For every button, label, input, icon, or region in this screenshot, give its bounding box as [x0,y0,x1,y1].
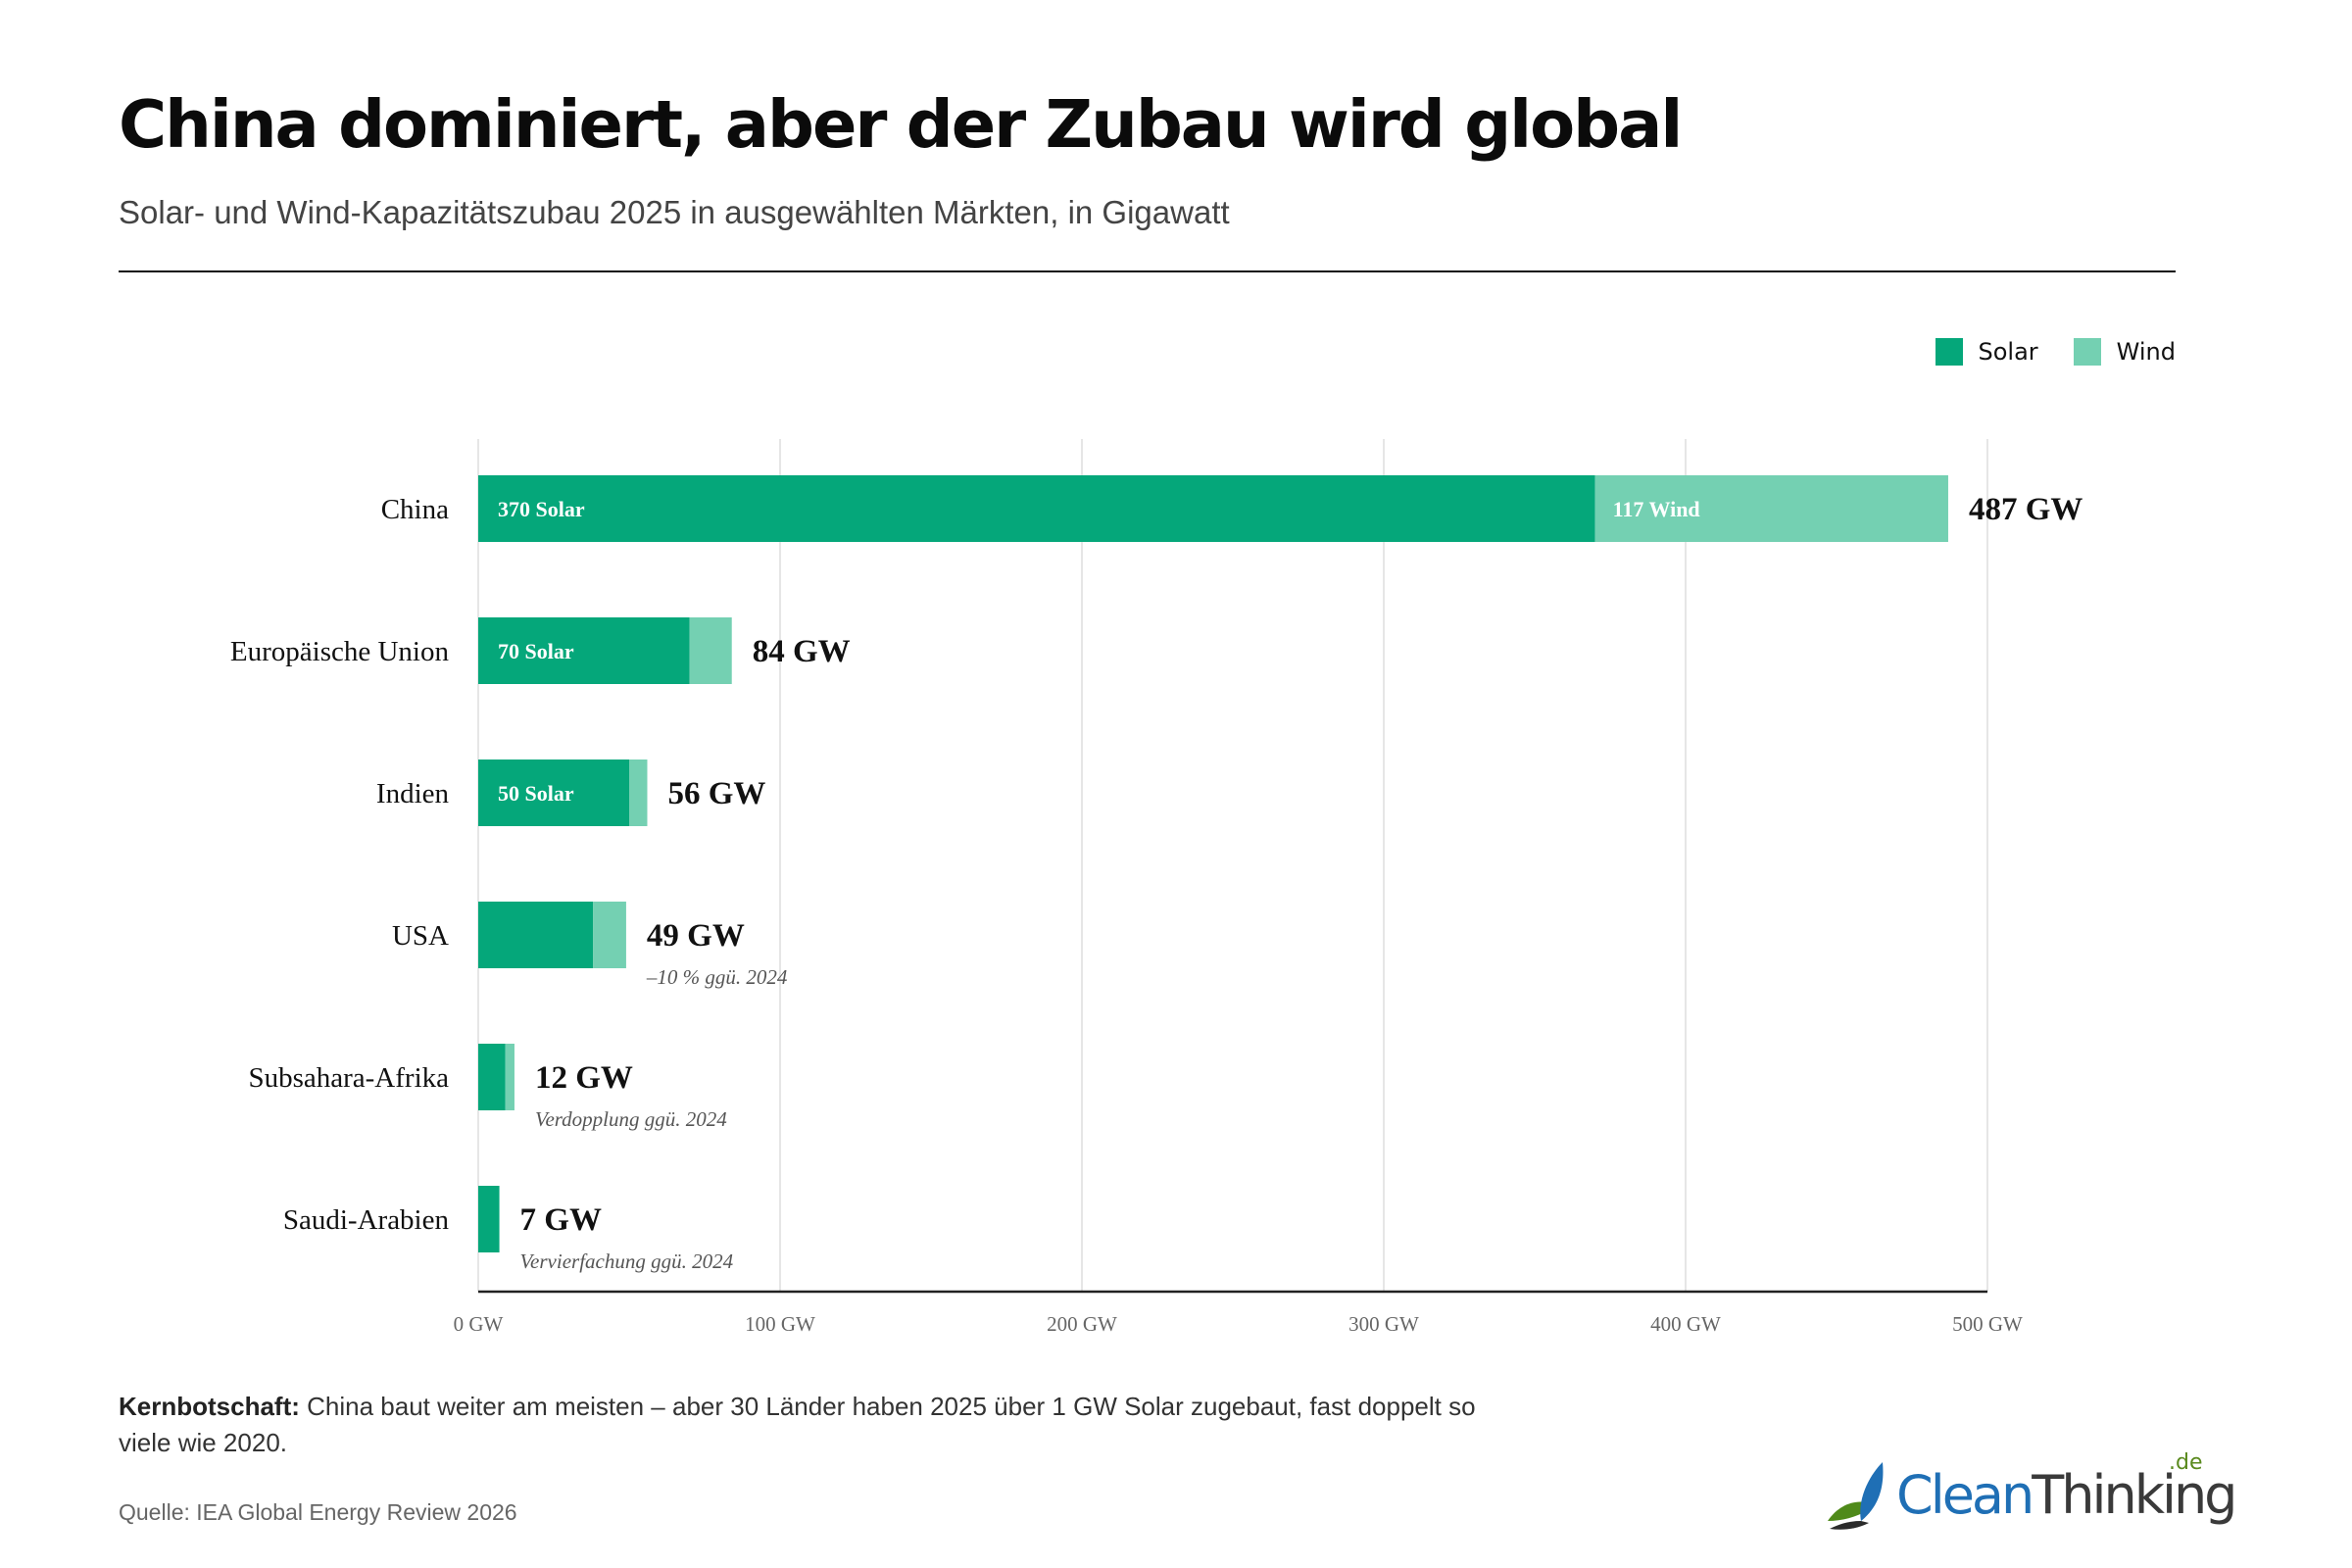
chart-subtitle: Solar- und Wind-Kapazitätszubau 2025 in … [119,194,1230,230]
chart-legend: Solar Wind [1935,338,2176,366]
bar-wind [629,760,648,826]
total-label: 12 GW [535,1060,633,1096]
logo-thinking: Thinking [2032,1464,2237,1526]
bar-wind [1594,475,1948,542]
category-label: USA [392,920,449,952]
bar-wind [505,1044,514,1110]
chart-title: China dominiert, aber der Zubau wird glo… [119,86,1683,163]
x-tick-label: 300 GW [1348,1312,1419,1336]
legend-item-wind: Wind [2073,338,2176,366]
legend-label-solar: Solar [1978,338,2038,366]
category-label: Europäische Union [230,636,450,667]
total-label: 7 GW [520,1202,602,1238]
legend-swatch-wind [2073,338,2101,366]
bar-label-wind: 117 Wind [1613,497,1700,521]
x-tick-label: 100 GW [745,1312,815,1336]
legend-swatch-solar [1935,338,1963,366]
bar-label-solar: 70 Solar [498,639,574,663]
category-label: Indien [376,778,450,809]
total-label: 487 GW [1969,492,2082,527]
change-annotation: Verdopplung ggü. 2024 [535,1107,727,1131]
x-tick-label: 500 GW [1952,1312,2023,1336]
total-label: 56 GW [667,776,765,811]
total-label: 49 GW [647,918,745,954]
logo-de: .de [2169,1450,2203,1475]
bar-label-solar: 370 Solar [498,497,585,521]
category-label: Saudi-Arabien [283,1204,450,1236]
change-annotation: Vervierfachung ggü. 2024 [520,1250,734,1273]
total-label: 84 GW [753,634,851,669]
bar-wind [593,902,626,968]
bar-solar [478,1186,500,1252]
logo-wordmark: CleanThinking [1896,1456,2237,1535]
bar-solar [478,902,594,968]
key-message-text: China baut weiter am meisten – aber 30 L… [119,1392,1476,1457]
x-tick-label: 200 GW [1047,1312,1117,1336]
key-message: Kernbotschaft: China baut weiter am meis… [119,1389,1510,1461]
bar-wind [689,617,732,684]
source-note: Quelle: IEA Global Energy Review 2026 [119,1499,517,1525]
bar-solar [478,1044,506,1110]
change-annotation: –10 % ggü. 2024 [646,965,788,989]
bar-solar [478,475,1595,542]
x-tick-label: 400 GW [1650,1312,1721,1336]
legend-label-wind: Wind [2116,338,2176,366]
bar-solar [478,760,629,826]
category-label: Subsahara-Afrika [248,1062,449,1094]
logo-clean: Clean [1896,1464,2034,1526]
category-label: China [381,494,449,525]
cleanthinking-logo: CleanThinking .de [1818,1450,2237,1539]
bar-chart: 0 GW 100 GW 200 GW 300 GW 400 GW 500 GW China 3… [230,439,2082,1336]
title-divider [119,270,2176,272]
legend-item-solar: Solar [1935,338,2038,366]
leaf-logo-icon [1828,1462,1884,1530]
x-tick-label: 0 GW [454,1312,504,1336]
bar-solar [478,617,690,684]
bar-label-solar: 50 Solar [498,781,574,806]
key-message-label: Kernbotschaft: [119,1392,300,1421]
